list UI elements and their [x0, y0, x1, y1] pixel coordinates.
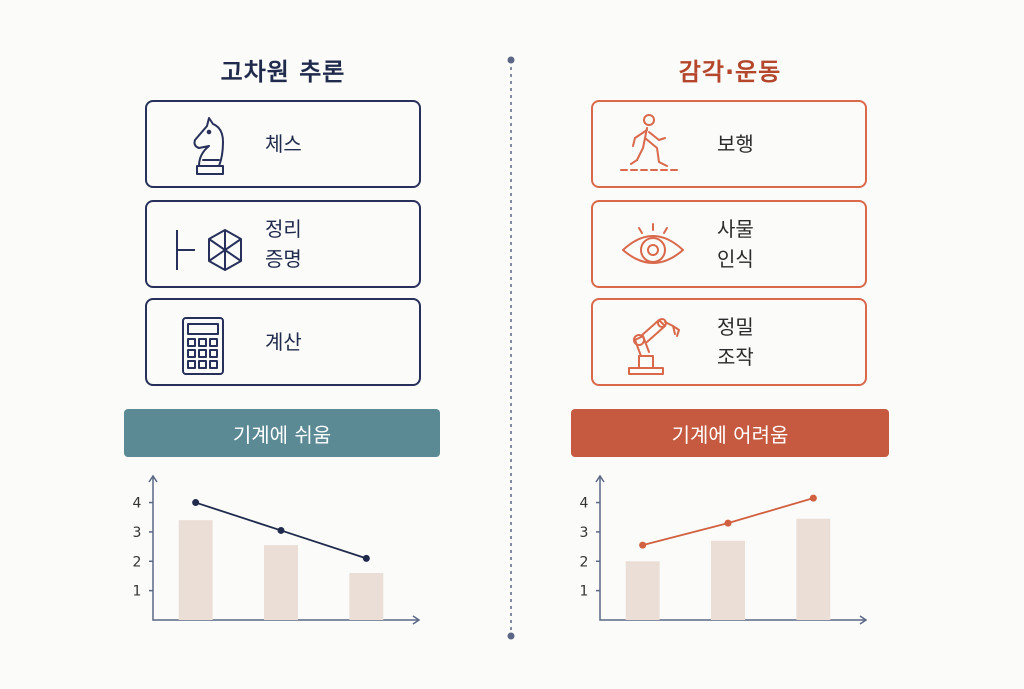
right-banner: 기계에 어려움 [571, 409, 889, 457]
left-chart-svg: 1 2 3 4 [133, 474, 421, 625]
chart-bar [711, 540, 745, 620]
card-walking: 보행 [591, 100, 867, 188]
card-chess: 체스 [145, 100, 421, 188]
y-axis-arrow [595, 474, 605, 483]
chart-bar [625, 561, 660, 620]
card-calculation: 계산 [145, 298, 421, 386]
turnstile-cube-icon [169, 208, 245, 284]
calculator-icon [169, 306, 245, 382]
chart-point [724, 519, 732, 527]
y-tick-label: 1 [133, 584, 142, 600]
chart-point [809, 494, 817, 502]
chart-axes [152, 476, 419, 621]
chart-point [192, 499, 200, 507]
chart-bar [178, 520, 213, 620]
chart-point [277, 526, 285, 534]
card-label: 체스 [265, 132, 302, 156]
left-column-title: 고차원 추론 [220, 58, 346, 86]
chart-axes [599, 476, 866, 621]
robot-arm-icon [615, 306, 691, 382]
y-axis-arrow [148, 474, 158, 483]
chess-knight-icon [169, 108, 245, 184]
x-axis-arrow [412, 615, 421, 625]
y-tick-label: 2 [133, 554, 142, 570]
chart-bar [349, 573, 384, 620]
left-chart: 1 2 3 4 [123, 468, 423, 638]
card-label: 정밀 조작 [717, 315, 754, 369]
right-chart: 1 2 3 4 [570, 468, 870, 638]
y-tick-label: 3 [133, 525, 142, 541]
card-precise-manipulation: 정밀 조작 [591, 298, 867, 386]
eye-icon [615, 208, 691, 284]
x-axis-arrow [859, 615, 868, 625]
left-banner: 기계에 쉬움 [124, 409, 440, 457]
right-column-title: 감각·운동 [678, 58, 782, 86]
y-tick-label: 1 [580, 584, 589, 600]
walking-person-icon [615, 108, 691, 184]
y-tick-label: 4 [580, 496, 589, 512]
y-tick-label: 3 [580, 525, 589, 541]
chart-point [639, 541, 647, 549]
card-label: 사물 인식 [717, 217, 754, 271]
card-label: 보행 [717, 132, 754, 156]
card-theorem-proving: 정리 증명 [145, 200, 421, 288]
card-label: 계산 [265, 330, 302, 354]
chart-point [362, 554, 370, 562]
card-label: 정리 증명 [265, 217, 302, 271]
y-tick-label: 4 [133, 496, 142, 512]
right-chart-svg: 1 2 3 4 [580, 474, 868, 625]
chart-bar [264, 545, 298, 620]
y-tick-label: 2 [580, 554, 589, 570]
chart-bar [796, 518, 831, 620]
card-object-recognition: 사물 인식 [591, 200, 867, 288]
